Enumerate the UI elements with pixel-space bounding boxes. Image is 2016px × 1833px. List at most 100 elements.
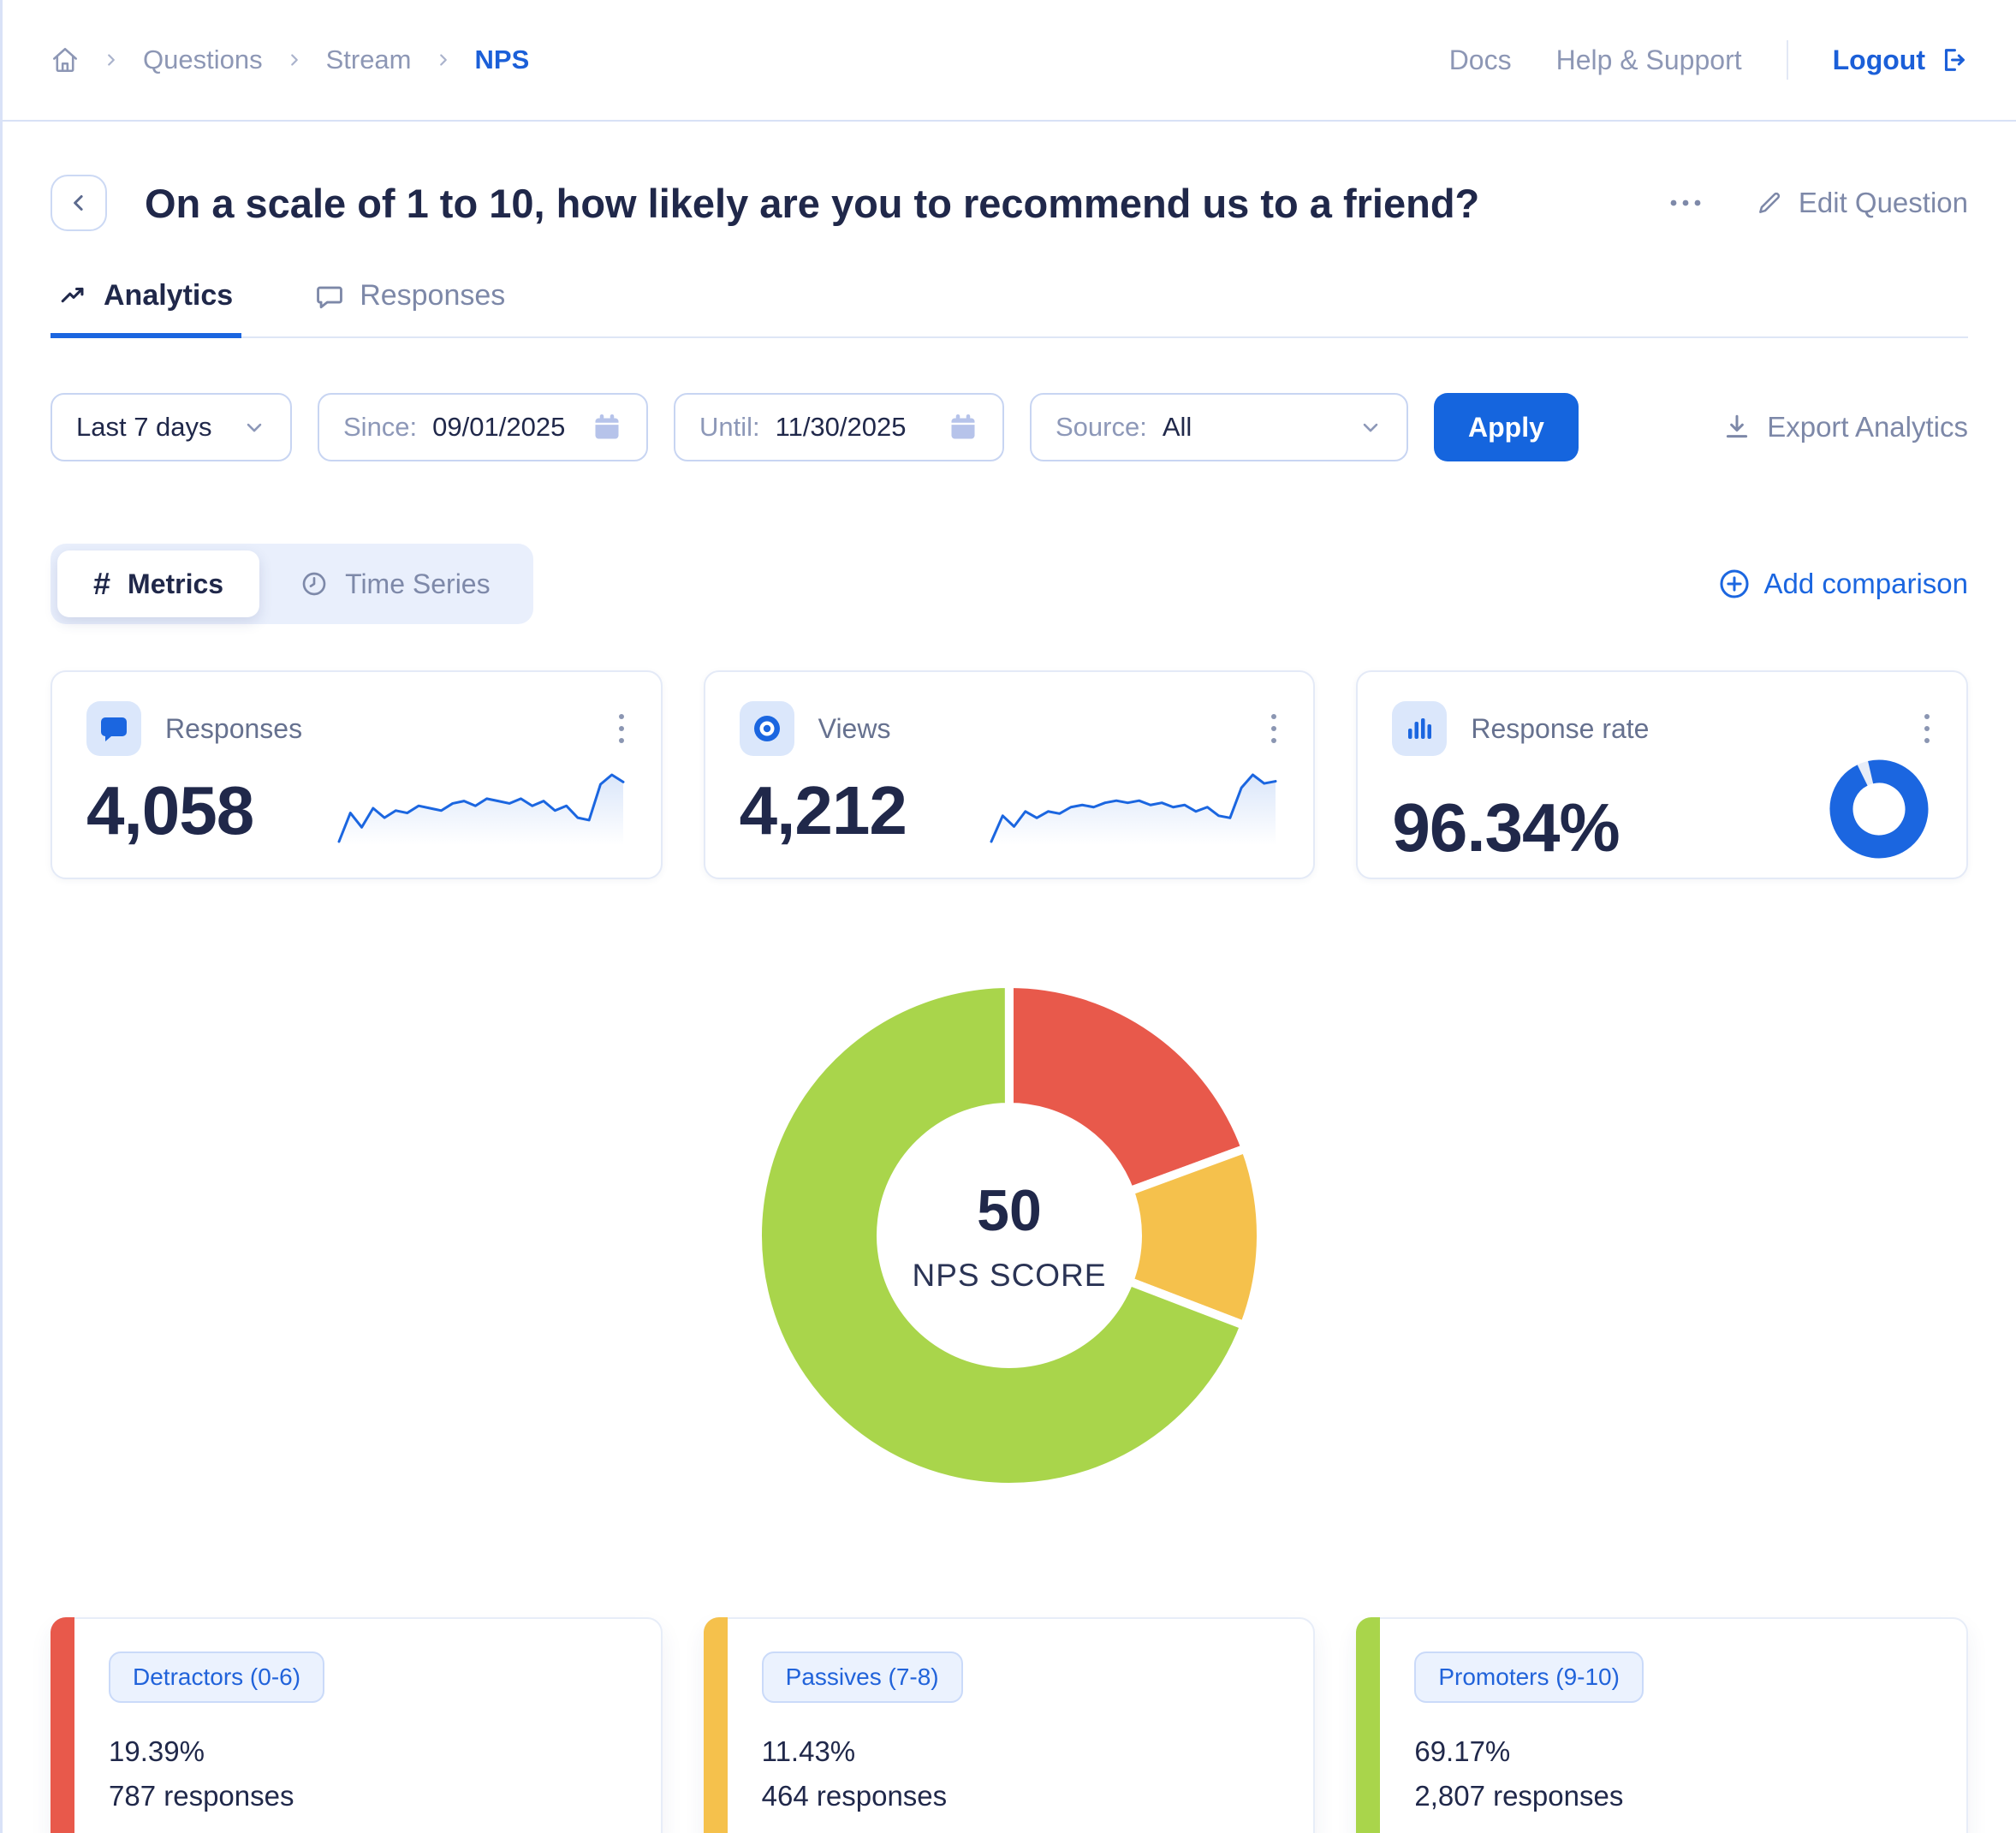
chevron-left-icon	[74, 195, 83, 211]
export-analytics-label: Export Analytics	[1767, 411, 1968, 443]
metric-value: 96.34%	[1392, 789, 1620, 866]
since-date-input[interactable]: Since: 09/01/2025	[318, 393, 648, 461]
tab-bar: Analytics Responses	[51, 269, 1968, 338]
add-comparison-button[interactable]: Add comparison	[1718, 568, 1968, 600]
promoters-percentage: 69.17%	[1414, 1735, 1511, 1767]
export-analytics-button[interactable]: Export Analytics	[1722, 411, 1968, 443]
metric-cards-row: Responses 4,058 Views 4,212	[51, 670, 1969, 879]
more-options-button[interactable]	[1667, 196, 1704, 210]
segment-cards-row: Detractors (0-6) 19.39% 787 responses Pa…	[51, 1617, 1969, 1833]
top-nav: Docs Help & Support Logout	[1449, 40, 1968, 80]
chevron-down-icon	[1363, 423, 1378, 432]
promoters-stripe	[1356, 1617, 1381, 1833]
filter-bar: Last 7 days Since: 09/01/2025 Until: 11/30…	[51, 393, 1968, 461]
time-series-toggle-label: Time Series	[345, 568, 491, 599]
tab-analytics[interactable]: Analytics	[51, 269, 242, 338]
since-label: Since:	[343, 412, 418, 442]
calendar-icon	[951, 414, 975, 439]
passives-percentage: 11.43%	[761, 1735, 856, 1767]
promoters-responses: 2,807 responses	[1414, 1780, 1624, 1812]
source-select[interactable]: Source: All	[1030, 393, 1408, 461]
calendar-icon	[595, 414, 619, 439]
metric-label: Response rate	[1471, 712, 1650, 744]
metrics-toggle-button[interactable]: # Metrics	[57, 550, 260, 617]
logout-button[interactable]: Logout	[1833, 45, 1968, 76]
passives-responses: 464 responses	[761, 1780, 948, 1812]
nps-donut-chart: 50 NPS SCORE	[752, 979, 1266, 1492]
ellipsis-icon	[1670, 199, 1701, 206]
pencil-icon	[1758, 192, 1780, 213]
plus-circle-icon	[1719, 569, 1749, 598]
views-sparkline-chart	[990, 773, 1277, 845]
until-date-input[interactable]: Until: 11/30/2025	[674, 393, 1004, 461]
detractors-responses: 787 responses	[109, 1780, 294, 1812]
since-value: 09/01/2025	[432, 412, 566, 442]
hash-icon: #	[93, 566, 111, 601]
responses-metric-card: Responses 4,058	[51, 670, 663, 879]
add-comparison-label: Add comparison	[1763, 568, 1968, 599]
detractors-stripe	[51, 1617, 74, 1833]
top-bar: Questions Stream NPS Docs Help & Support…	[3, 0, 2016, 122]
detractors-badge[interactable]: Detractors (0-6)	[109, 1651, 325, 1703]
passives-card: Passives (7-8) 11.43% 464 responses	[703, 1617, 1316, 1833]
metric-value: 4,212	[739, 772, 907, 848]
breadcrumb-questions[interactable]: Questions	[143, 45, 263, 74]
kebab-menu-icon[interactable]	[1269, 710, 1279, 747]
clock-icon	[302, 572, 326, 596]
time-series-toggle-button[interactable]: Time Series	[265, 550, 526, 617]
passives-stripe	[703, 1617, 728, 1833]
question-header: On a scale of 1 to 10, how likely are yo…	[51, 175, 1968, 231]
detractors-percentage: 19.39%	[109, 1735, 205, 1767]
view-toggle-row: # Metrics Time Series Add comparison	[51, 544, 1968, 624]
nav-divider	[1786, 40, 1788, 80]
promoters-card: Promoters (9-10) 69.17% 2,807 responses	[1356, 1617, 1969, 1833]
passives-badge[interactable]: Passives (7-8)	[761, 1651, 963, 1703]
response-rate-metric-card: Response rate 96.34%	[1356, 670, 1969, 879]
eye-icon	[739, 701, 794, 756]
kebab-menu-icon[interactable]	[616, 710, 627, 747]
detractors-card: Detractors (0-6) 19.39% 787 responses	[51, 1617, 663, 1833]
nps-donut-section: 50 NPS SCORE	[3, 979, 2016, 1492]
chevron-right-icon	[290, 54, 298, 66]
source-label: Source:	[1056, 412, 1147, 442]
metric-label: Views	[818, 712, 891, 744]
chevron-right-icon	[439, 54, 447, 66]
bar-chart-icon	[1392, 701, 1448, 756]
nps-donut-svg	[753, 979, 1265, 1491]
docs-link[interactable]: Docs	[1448, 44, 1512, 75]
back-button[interactable]	[51, 175, 107, 231]
help-support-link[interactable]: Help & Support	[1555, 44, 1742, 75]
source-value: All	[1162, 412, 1192, 442]
until-value: 11/30/2025	[775, 412, 907, 442]
tab-responses-label: Responses	[360, 279, 506, 312]
tab-responses[interactable]: Responses	[306, 269, 514, 338]
edit-question-label: Edit Question	[1798, 187, 1968, 218]
response-rate-ring-chart	[1829, 759, 1929, 859]
trending-up-icon	[61, 287, 84, 302]
page-title: On a scale of 1 to 10, how likely are yo…	[145, 180, 1480, 226]
views-metric-card: Views 4,212	[703, 670, 1316, 879]
chat-bubble-icon	[86, 701, 141, 756]
home-icon[interactable]	[51, 45, 80, 74]
edit-question-button[interactable]: Edit Question	[1756, 187, 1968, 219]
breadcrumb-stream[interactable]: Stream	[325, 45, 412, 74]
apply-button[interactable]: Apply	[1434, 393, 1579, 461]
logout-label: Logout	[1832, 44, 1925, 75]
download-icon	[1727, 414, 1748, 438]
chevron-right-icon	[108, 54, 115, 66]
tab-analytics-label: Analytics	[104, 279, 234, 312]
breadcrumb-nps[interactable]: NPS	[474, 45, 530, 74]
until-label: Until:	[699, 412, 760, 442]
kebab-menu-icon[interactable]	[1922, 710, 1932, 747]
date-range-select[interactable]: Last 7 days	[51, 393, 292, 461]
promoters-badge[interactable]: Promoters (9-10)	[1414, 1651, 1644, 1703]
date-range-value: Last 7 days	[76, 412, 212, 442]
chevron-down-icon	[247, 423, 262, 432]
metric-label: Responses	[165, 712, 303, 744]
logout-icon	[1944, 49, 1965, 71]
responses-sparkline-chart	[337, 773, 625, 845]
metrics-toggle-label: Metrics	[128, 568, 224, 599]
breadcrumb: Questions Stream NPS	[51, 45, 529, 75]
title-actions: Edit Question	[1667, 187, 1968, 219]
